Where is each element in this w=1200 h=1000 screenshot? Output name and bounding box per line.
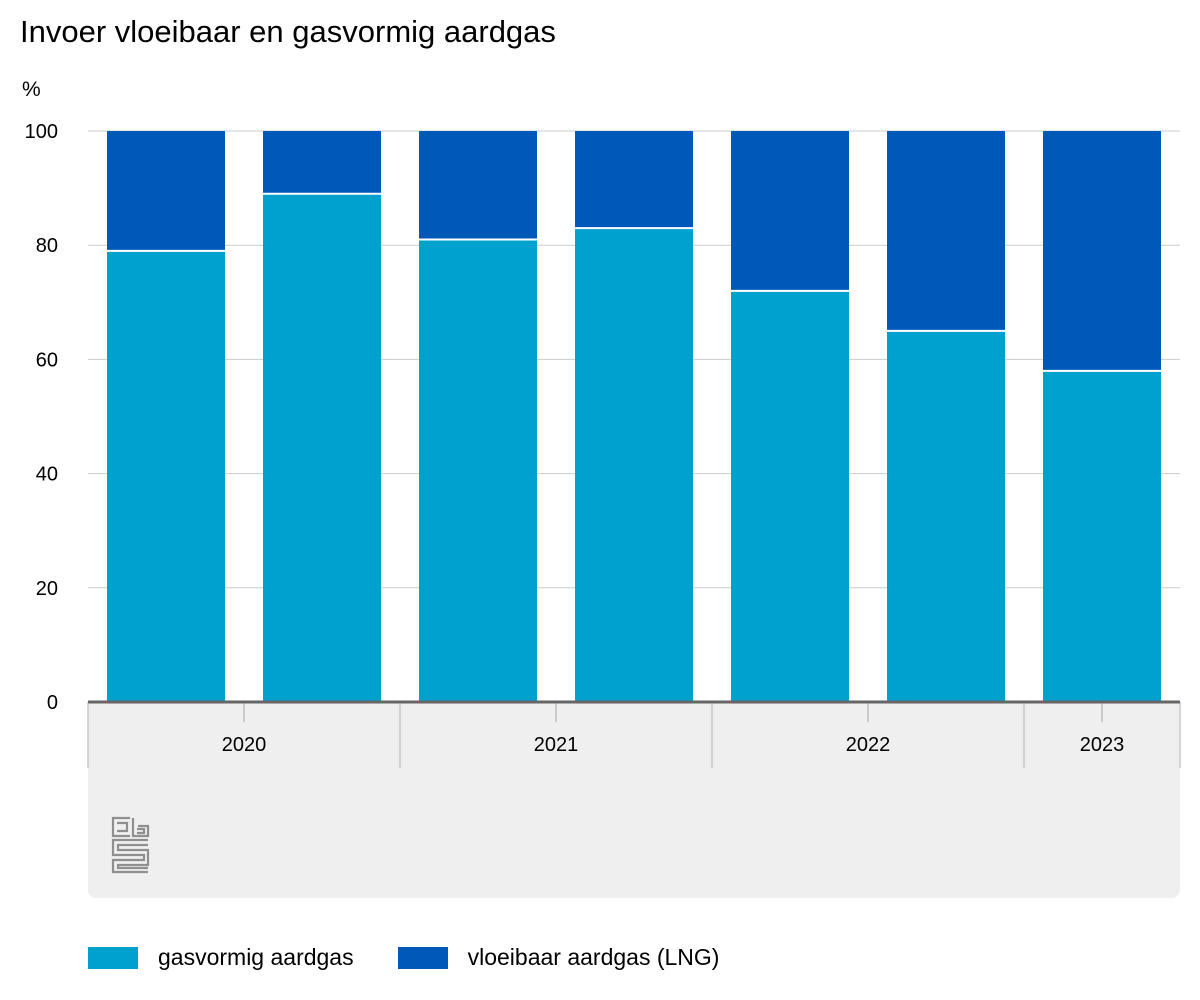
legend-swatch	[397, 946, 448, 969]
x-tick-label: 2021	[534, 734, 579, 756]
bar-segment	[1043, 131, 1161, 371]
legend-label: gasvormig aardgas	[158, 944, 354, 970]
bar-segment	[419, 131, 537, 240]
bar-segment	[1043, 370, 1161, 702]
x-tick-label: 2022	[846, 734, 891, 756]
legend-label: vloeibaar aardgas (LNG)	[467, 944, 720, 970]
y-tick-label: 40	[36, 464, 58, 486]
bar-segment	[419, 239, 537, 703]
bar-segment	[575, 131, 693, 229]
x-tick-label: 2020	[222, 734, 267, 756]
bar-segment	[731, 131, 849, 291]
y-tick-label: 100	[25, 121, 58, 143]
legend-item-lng: vloeibaar aardgas (LNG)	[397, 944, 720, 971]
x-axis-panel-top	[88, 702, 1180, 722]
chart-title: Invoer vloeibaar en gasvormig aardgas	[20, 14, 556, 49]
legend-item-gasvormig: gasvormig aardgas	[88, 944, 354, 971]
y-ticks: 0 20 40 60 80 100	[25, 121, 58, 714]
bars	[107, 131, 1161, 703]
bar-segment	[731, 290, 849, 702]
legend-swatch	[88, 946, 138, 969]
bar-segment	[263, 193, 381, 702]
cbs-logo-icon	[111, 816, 150, 874]
y-tick-label: 80	[36, 235, 58, 257]
bar-segment	[887, 330, 1005, 702]
x-tick-label: 2023	[1080, 734, 1125, 756]
bar-segment	[887, 131, 1005, 331]
y-axis-label: %	[22, 78, 41, 101]
bar-segment	[107, 131, 225, 251]
x-axis-groups: 2020 2021 2022 2023	[87, 702, 1181, 768]
legend: gasvormig aardgas vloeibaar aardgas (LNG…	[88, 944, 763, 971]
y-tick-label: 0	[47, 692, 58, 714]
y-tick-label: 60	[36, 349, 58, 371]
bar-segment	[107, 250, 225, 702]
bar-segment	[575, 228, 693, 702]
bar-segment	[263, 131, 381, 194]
x-axis-panel	[88, 702, 1180, 898]
y-tick-label: 20	[36, 578, 58, 600]
